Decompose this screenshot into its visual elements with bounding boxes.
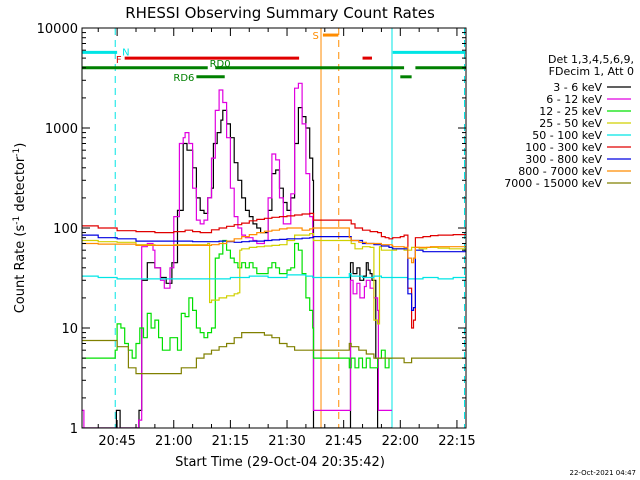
y-axis-label-suffix: ) — [13, 143, 28, 148]
legend-label-50-100-kev: 50 - 100 keV — [532, 129, 602, 142]
y-tick-label-1000: 1000 — [45, 122, 78, 137]
legend-label-6-12-kev: 6 - 12 keV — [546, 93, 602, 106]
y-axis-label-prefix: Count Rate (s — [13, 225, 28, 314]
y-axis-label: Count Rate (s-1 detector-1) — [12, 143, 28, 314]
legend: Det 1,3,4,5,6,9,FDecim 1, Att 0 3 - 6 keV… — [504, 53, 634, 190]
y-tick-label-10000: 10000 — [37, 22, 78, 37]
legend-label-25-50-kev: 25 - 50 keV — [539, 117, 602, 130]
x-tick-label-22-15: 22:15 — [438, 434, 475, 449]
y-tick-label-10: 10 — [61, 322, 78, 337]
series-3-6-kev — [82, 107, 392, 428]
flag-label-rd0: RD0 — [210, 59, 231, 70]
footer-timestamp: 22-Oct-2021 04:47 — [570, 469, 636, 477]
x-tick-label-20-45: 20:45 — [98, 434, 135, 449]
series-6-12-kev — [82, 82, 392, 428]
axes: 20:45 21:00 21:15 21:30 21:45 22:00 22:15 1 10 10… — [37, 22, 476, 449]
flag-label-rd6: RD6 — [173, 73, 194, 84]
flag-label-f: F — [116, 55, 122, 66]
series-50-100-kev — [82, 273, 466, 280]
legend-label-3-6-kev: 3 - 6 keV — [553, 81, 602, 94]
legend-label-300-800-kev: 300 - 800 keV — [525, 153, 602, 166]
series-group — [82, 82, 466, 428]
flag-label-n: N — [122, 47, 129, 58]
y-axis-label-middle: detector — [13, 156, 28, 216]
x-axis-label: Start Time (29-Oct-04 20:35:42) — [175, 455, 385, 470]
x-tick-label-22-00: 22:00 — [382, 434, 419, 449]
x-tick-label-21-30: 21:30 — [268, 434, 305, 449]
y-axis-label-exponent: -1 — [12, 216, 22, 225]
legend-label-12-25-kev: 12 - 25 keV — [539, 105, 602, 118]
legend-label-7000-15000-kev: 7000 - 15000 keV — [504, 177, 602, 190]
legend-header-line-2: FDecim 1, Att 0 — [549, 65, 634, 78]
y-axis-label-exponent-2: -1 — [12, 148, 22, 157]
series-12-25-kev — [82, 239, 392, 369]
x-tick-label-21-15: 21:15 — [212, 434, 249, 449]
x-tick-label-21-00: 21:00 — [155, 434, 192, 449]
legend-header-line-1: Det 1,3,4,5,6,9, — [548, 53, 634, 66]
series-7000-15000-kev — [82, 332, 466, 375]
series-800-7000-kev — [82, 227, 466, 264]
x-tick-label-21-45: 21:45 — [325, 434, 362, 449]
y-tick-label-1: 1 — [70, 422, 78, 437]
legend-label-800-7000-kev: 800 - 7000 keV — [518, 165, 602, 178]
chart-title: RHESSI Observing Summary Count Rates — [125, 4, 435, 22]
flag-bars: NF RD0 RD6 S — [82, 31, 466, 84]
series-300-800-kev — [82, 234, 466, 311]
y-tick-label-100: 100 — [53, 222, 78, 237]
legend-label-100-300-kev: 100 - 300 keV — [525, 141, 602, 154]
flag-label-s: S — [313, 31, 319, 42]
plot-frame — [81, 27, 467, 429]
